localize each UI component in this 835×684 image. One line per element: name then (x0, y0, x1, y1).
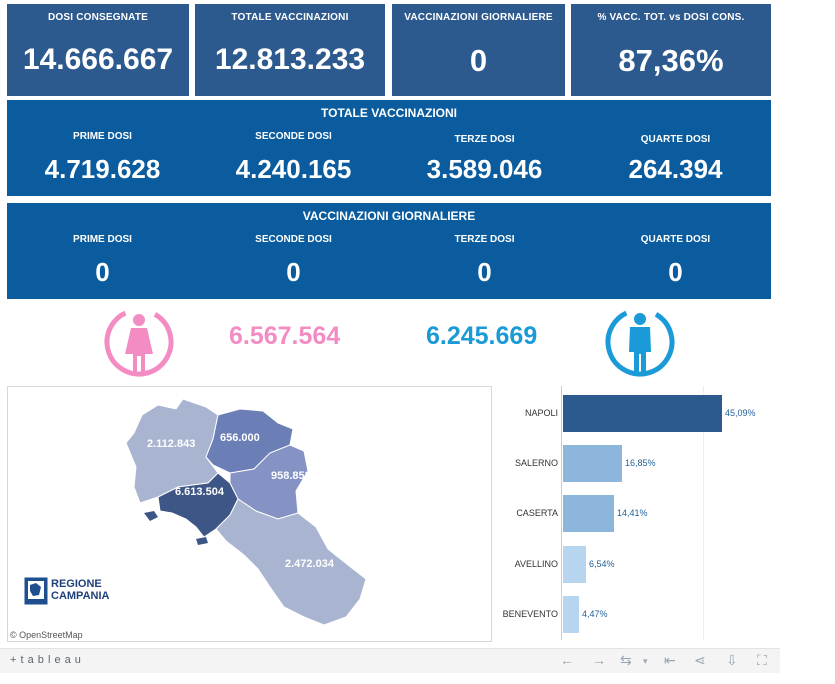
stat-value: 3.589.046 (426, 154, 543, 184)
province-bar-chart: NAPOLI 45,09% SALERNO 16,85% CASERTA 14,41% AV… (495, 386, 775, 640)
kpi-value: 87,36% (618, 43, 724, 78)
female-vaccinations: 6.567.564 (229, 322, 341, 350)
kpi-value: 14.666.667 (22, 43, 174, 76)
map-label-napoli: 6.613.504 (175, 486, 224, 498)
seconde-dosi-stat: SECONDE DOSI 4.240.165 (198, 131, 389, 185)
province-bar[interactable] (563, 495, 614, 532)
province-name: SALERNO (514, 458, 558, 468)
logo-line-2: CAMPANIA (51, 590, 110, 602)
bar-axis-line (561, 386, 562, 640)
province-row[interactable]: CASERTA 14,41% (495, 493, 775, 533)
province-row[interactable]: AVELLINO 6,54% (495, 544, 775, 584)
province-name: BENEVENTO (502, 609, 558, 619)
quarte-dosi-daily: QUARTE DOSI 0 (580, 234, 771, 288)
island-ischia (144, 511, 158, 521)
panel-title: VACCINAZIONI GIORNALIERE (302, 209, 476, 223)
kpi-dosi-consegnate: DOSI CONSEGNATE 14.666.667 (7, 4, 189, 96)
province-name: NAPOLI (524, 408, 558, 418)
female-icon (103, 306, 175, 378)
province-pct: 16,85% (625, 458, 656, 468)
map-label-salerno: 2.472.034 (285, 558, 334, 570)
kpi-totale-vaccinazioni: TOTALE VACCINAZIONI 12.813.233 (195, 4, 385, 96)
tableau-toolbar: + t a b l e a u ← → ⇆ ▾ ⇤ ⋖ ⇩ ⛶ (0, 648, 780, 673)
map-label-avellino: 958.852 (271, 470, 311, 482)
totale-vaccinazioni-panel: TOTALE VACCINAZIONI PRIME DOSI 4.719.628… (7, 100, 771, 196)
kpi-value: 12.813.233 (214, 43, 366, 76)
logo-line-1: REGIONE (51, 578, 102, 590)
kpi-label: DOSI CONSEGNATE (47, 12, 149, 23)
terze-dosi-stat: TERZE DOSI 3.589.046 (389, 134, 580, 185)
stat-label: QUARTE DOSI (640, 234, 711, 245)
pause-icon[interactable]: ⇤ (664, 652, 676, 668)
kpi-label: VACCINAZIONI GIORNALIERE (404, 12, 553, 23)
revert-icon[interactable]: ⇆ (620, 652, 632, 668)
stat-label: SECONDE DOSI (255, 131, 332, 142)
province-bar[interactable] (563, 596, 579, 633)
province-pct: 14,41% (617, 508, 648, 518)
province-row[interactable]: NAPOLI 45,09% (495, 393, 775, 433)
kpi-value: 0 (469, 43, 488, 78)
stat-value: 4.719.628 (44, 154, 161, 184)
map-attribution[interactable]: © OpenStreetMap (10, 630, 83, 640)
male-icon (604, 306, 676, 378)
panel-title: TOTALE VACCINAZIONI (321, 106, 457, 120)
stat-label: PRIME DOSI (73, 234, 132, 245)
stat-label: TERZE DOSI (454, 134, 515, 145)
province-pct: 4,47% (582, 609, 608, 619)
province-pct: 6,54% (589, 559, 615, 569)
vaccinazioni-giornaliere-panel: VACCINAZIONI GIORNALIERE PRIME DOSI 0 SE… (7, 203, 771, 299)
stat-value: 264.394 (628, 154, 723, 184)
province-bar[interactable] (563, 546, 586, 583)
map-label-caserta: 2.112.843 (147, 438, 196, 450)
stat-value: 0 (668, 257, 683, 287)
male-vaccinations: 6.245.669 (426, 322, 538, 350)
stat-label: PRIME DOSI (73, 131, 132, 142)
kpi-label: % VACC. TOT. vs DOSI CONS. (597, 12, 745, 23)
campania-map[interactable]: 2.112.843 656.000 958.852 6.613.504 2.47… (7, 386, 492, 642)
download-icon[interactable]: ⇩ (726, 652, 738, 668)
map-label-benevento: 656.000 (220, 432, 260, 444)
province-bar[interactable] (563, 445, 622, 482)
kpi-vaccinazioni-giornaliere: VACCINAZIONI GIORNALIERE 0 (392, 4, 565, 96)
share-icon[interactable]: ⋖ (694, 652, 706, 668)
fullscreen-icon[interactable]: ⛶ (757, 652, 767, 668)
stat-value: 0 (286, 257, 301, 287)
bar-grid-line (703, 386, 704, 640)
province-pct: 45,09% (725, 408, 756, 418)
revert-dropdown-icon[interactable]: ▾ (643, 656, 648, 666)
regione-campania-logo: REGIONE CAMPANIA (24, 577, 124, 607)
province-bar[interactable] (563, 395, 722, 432)
kpi-label: TOTALE VACCINAZIONI (231, 12, 349, 23)
stat-label: QUARTE DOSI (640, 134, 711, 145)
prime-dosi-daily: PRIME DOSI 0 (7, 234, 198, 288)
province-row[interactable]: SALERNO 16,85% (495, 443, 775, 483)
province-row[interactable]: BENEVENTO 4,47% (495, 594, 775, 634)
province-salerno (215, 498, 367, 626)
undo-icon[interactable]: ← (560, 652, 574, 668)
stat-label: SECONDE DOSI (255, 234, 332, 245)
stat-value: 0 (95, 257, 110, 287)
prime-dosi-stat: PRIME DOSI 4.719.628 (7, 131, 198, 185)
island-capri (196, 537, 208, 545)
province-name: CASERTA (516, 508, 558, 518)
stat-label: TERZE DOSI (454, 234, 515, 245)
quarte-dosi-stat: QUARTE DOSI 264.394 (580, 134, 771, 185)
seconde-dosi-daily: SECONDE DOSI 0 (198, 234, 389, 288)
terze-dosi-daily: TERZE DOSI 0 (389, 234, 580, 288)
province-name: AVELLINO (514, 559, 558, 569)
kpi-percentuale: % VACC. TOT. vs DOSI CONS. 87,36% (571, 4, 771, 96)
stat-value: 0 (477, 257, 492, 287)
redo-icon[interactable]: → (592, 652, 606, 668)
tableau-logo[interactable]: + t a b l e a u (10, 654, 82, 666)
stat-value: 4.240.165 (235, 154, 352, 184)
